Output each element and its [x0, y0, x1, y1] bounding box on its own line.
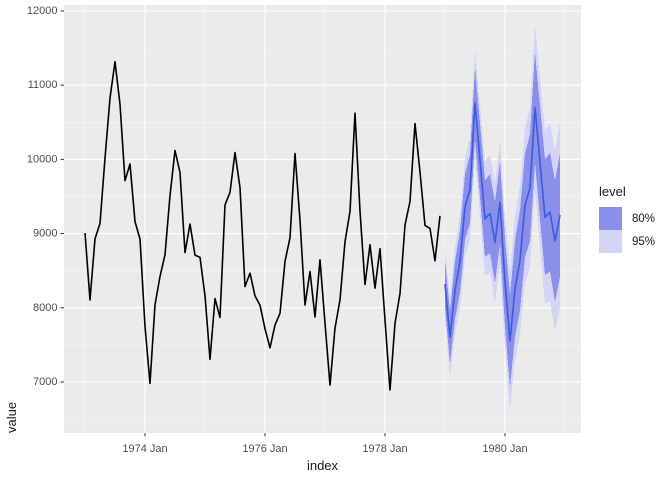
minor-gridlines [64, 5, 581, 433]
x-tick-label: 1976 Jan [242, 443, 287, 455]
legend: level 80% 95% [599, 184, 655, 253]
x-tick-label: 1978 Jan [362, 443, 407, 455]
legend-swatch-95-icon [599, 230, 622, 253]
y-tick-label: 10000 [27, 153, 58, 165]
y-tick-label: 8000 [33, 302, 57, 314]
x-axis-title: index [306, 458, 339, 473]
y-tick-label: 7000 [33, 376, 57, 388]
y-tick-labels: 7000 8000 9000 10000 11000 12000 [27, 5, 58, 388]
y-axis-title: value [4, 401, 19, 433]
y-tick-label: 9000 [33, 228, 57, 240]
y-tick-label: 12000 [27, 5, 58, 17]
x-tick-labels: 1974 Jan 1976 Jan 1978 Jan 1980 Jan [122, 443, 527, 455]
legend-label-95: 95% [632, 235, 656, 248]
major-gridlines [64, 5, 581, 433]
x-tick-label: 1974 Jan [122, 443, 167, 455]
legend-label-80: 80% [632, 212, 656, 225]
axis-tick-marks [60, 10, 506, 437]
legend-entry-80: 80% [599, 207, 655, 230]
x-tick-label: 1980 Jan [482, 443, 527, 455]
legend-title: level [599, 184, 626, 199]
y-tick-label: 11000 [28, 79, 58, 91]
forecast-mean-line [444, 102, 561, 342]
legend-entry-95: 95% [599, 230, 655, 253]
legend-swatch-80-icon [599, 207, 622, 230]
observed-line [84, 60, 441, 391]
